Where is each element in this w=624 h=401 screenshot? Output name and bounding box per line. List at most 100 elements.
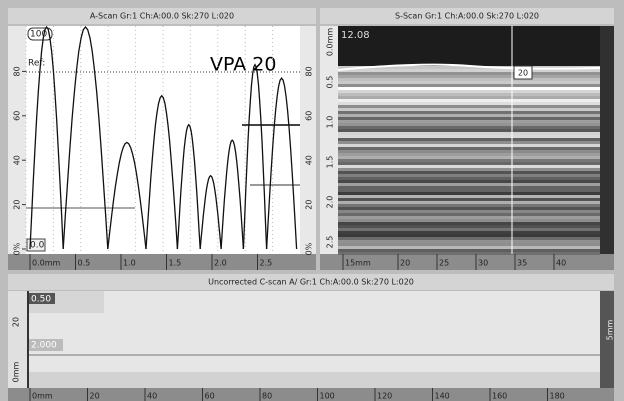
x-tick-label: 0.0mm — [32, 259, 61, 268]
texture-stripe — [338, 90, 600, 93]
a-scan-title: A-Scan Gr:1 Ch:A:00.0 Sk:270 L:020 — [90, 12, 234, 21]
texture-stripe — [338, 177, 600, 180]
texture-stripe — [338, 144, 600, 147]
texture-stripe — [338, 186, 600, 189]
depth-tick-label: 1.0 — [326, 116, 335, 129]
y-tick-label: 0% — [305, 242, 314, 255]
a-scan-left-ruler — [8, 26, 26, 254]
depth-tick-label: 1.5 — [326, 156, 335, 169]
depth-tick-label: 0.5 — [326, 76, 335, 89]
texture-stripe — [338, 117, 600, 120]
x-tick-label: 40 — [147, 392, 157, 401]
a-scan-right-ruler — [300, 26, 316, 254]
x-tick-label: 140 — [435, 392, 450, 401]
texture-stripe — [338, 150, 600, 153]
texture-stripe — [338, 210, 600, 213]
x-tick-label: 2.5 — [260, 259, 273, 268]
texture-stripe — [338, 231, 600, 234]
depth-tick-label: 2.0 — [326, 196, 335, 209]
texture-stripe — [338, 99, 600, 102]
texture-stripe — [338, 129, 600, 132]
y-tick-label: 80 — [13, 66, 22, 76]
page: A-Scan Gr:1 Ch:A:00.0 Sk:270 L:020 S-Sca… — [0, 0, 624, 401]
texture-stripe — [338, 234, 600, 237]
texture-stripe — [338, 252, 600, 255]
x-tick-label: 1.0 — [123, 259, 136, 268]
x-tick-label: 0.5 — [78, 259, 91, 268]
y-tick-label: 80 — [305, 66, 314, 76]
left-tick-label: 0mm — [12, 361, 21, 382]
texture-stripe — [338, 93, 600, 96]
texture-stripe — [338, 78, 600, 81]
texture-stripe — [338, 159, 600, 162]
texture-stripe — [338, 171, 600, 174]
texture-stripe — [338, 213, 600, 216]
texture-stripe — [338, 183, 600, 186]
x-tick-label: 120 — [377, 392, 392, 401]
depth-tick-label: 2.5 — [326, 236, 335, 249]
s-scan-corner-value: 12.08 — [341, 30, 370, 41]
s-scan-texture — [338, 26, 600, 255]
texture-stripe — [338, 198, 600, 201]
texture-stripe — [338, 237, 600, 240]
y-tick-label: 20 — [13, 200, 22, 210]
x-tick-label: 0mm — [32, 392, 53, 401]
texture-stripe — [338, 84, 600, 87]
texture-stripe — [338, 222, 600, 225]
texture-stripe — [338, 147, 600, 150]
screen: A-Scan Gr:1 Ch:A:00.0 Sk:270 L:020 S-Sca… — [0, 0, 624, 401]
c-scan-top-value: 0.50 — [31, 295, 51, 305]
y-tick-label: 20 — [305, 200, 314, 210]
left-tick-label: 20 — [12, 317, 21, 327]
texture-stripe — [338, 96, 600, 99]
texture-stripe — [338, 243, 600, 246]
x-tick-label: 35 — [517, 259, 527, 268]
texture-stripe — [338, 123, 600, 126]
y-tick-label: 0% — [13, 242, 22, 255]
texture-stripe — [338, 72, 600, 75]
x-tick-label: 40 — [556, 259, 566, 268]
c-scan-right-label: 5mm — [606, 319, 615, 340]
texture-stripe — [338, 135, 600, 138]
annotation: VPA 20 — [210, 54, 276, 76]
texture-stripe — [338, 165, 600, 168]
y-tick-label: 40 — [305, 155, 314, 165]
texture-stripe — [338, 126, 600, 129]
x-tick-label: 15mm — [345, 259, 371, 268]
texture-stripe — [338, 219, 600, 222]
texture-stripe — [338, 111, 600, 114]
texture-stripe — [338, 132, 600, 135]
texture-stripe — [338, 207, 600, 210]
texture-stripe — [338, 180, 600, 183]
x-tick-label: 60 — [205, 392, 215, 401]
texture-stripe — [338, 120, 600, 123]
texture-stripe — [338, 216, 600, 219]
y-tick-label: 40 — [13, 155, 22, 165]
texture-stripe — [338, 249, 600, 252]
cursor-value: 0.0 — [30, 241, 45, 251]
x-tick-label: 20 — [90, 392, 100, 401]
texture-stripe — [338, 87, 600, 90]
ref-label: Ref: — [28, 59, 45, 69]
c-scan-title: Uncorrected C-scan A/ Gr:1 Ch:A:00.0 Sk:… — [208, 278, 414, 287]
x-tick-label: 2.0 — [214, 259, 227, 268]
texture-stripe — [338, 81, 600, 84]
texture-stripe — [338, 156, 600, 159]
texture-stripe — [338, 174, 600, 177]
texture-stripe — [338, 141, 600, 144]
y-tick-label: 60 — [13, 111, 22, 121]
texture-stripe — [338, 225, 600, 228]
texture-stripe — [338, 114, 600, 117]
x-tick-label: 160 — [492, 392, 507, 401]
x-tick-label: 80 — [262, 392, 272, 401]
x-tick-label: 1.5 — [169, 259, 182, 268]
s-scan-cursor-label: 20 — [518, 69, 528, 78]
x-tick-label: 100 — [320, 392, 335, 401]
texture-stripe — [338, 240, 600, 243]
texture-stripe — [338, 102, 600, 105]
y-tick-label: 60 — [305, 111, 314, 121]
texture-stripe — [338, 189, 600, 192]
c-scan-region — [28, 372, 600, 388]
texture-stripe — [338, 192, 600, 195]
x-tick-label: 20 — [400, 259, 410, 268]
